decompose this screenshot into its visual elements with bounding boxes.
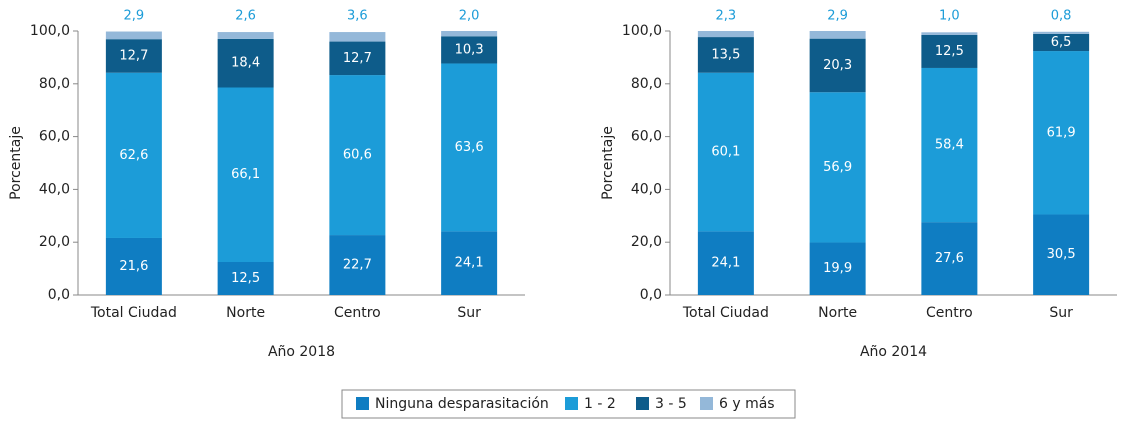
legend-swatch [565, 397, 578, 410]
bar-segment [697, 72, 754, 232]
x-tick-label: Norte [818, 305, 857, 321]
value-label: 12,5 [935, 44, 964, 59]
x-tick-label: Centro [926, 305, 973, 321]
bar-segment [921, 222, 978, 295]
bar-segment [441, 36, 498, 64]
value-label: 60,6 [343, 148, 372, 163]
bar-segment [697, 31, 754, 38]
value-label: 2,3 [716, 9, 737, 24]
legend-label: 1 - 2 [584, 396, 616, 412]
legend-label: 6 y más [719, 396, 775, 412]
value-label: 18,4 [231, 56, 260, 71]
value-label: 2,9 [124, 9, 145, 24]
bar-segment [329, 41, 386, 76]
bar-segment [697, 231, 754, 295]
value-label: 24,1 [711, 256, 740, 271]
y-tick-label: 60,0 [39, 129, 70, 145]
value-label: 12,7 [343, 51, 372, 66]
value-label: 27,6 [935, 251, 964, 266]
legend-swatch [700, 397, 713, 410]
legend-swatch [636, 397, 649, 410]
bar-segment [329, 32, 386, 42]
value-label: 61,9 [1047, 125, 1076, 140]
bar-segment [809, 92, 866, 243]
y-tick-label: 100,0 [622, 23, 662, 39]
y-tick-label: 0,0 [640, 287, 662, 303]
value-label: 30,5 [1047, 247, 1076, 262]
legend-label: Ninguna desparasitación [375, 396, 549, 412]
y-tick-label: 60,0 [631, 129, 662, 145]
x-tick-label: Total Ciudad [90, 305, 177, 321]
bar-segment [217, 32, 274, 39]
x-tick-label: Centro [334, 305, 381, 321]
bar-segment [441, 31, 498, 37]
value-label: 20,3 [823, 58, 852, 73]
bar-segment [217, 38, 274, 88]
bar-segment [1033, 51, 1090, 215]
value-label: 12,5 [231, 271, 260, 286]
bar-segment [105, 31, 162, 40]
bar-segment [1033, 31, 1090, 34]
legend-box [341, 389, 796, 419]
bar-segment [809, 31, 866, 39]
value-label: 0,8 [1051, 9, 1072, 24]
legend-swatch [356, 397, 369, 410]
value-label: 21,6 [119, 259, 148, 274]
value-label: 62,6 [119, 148, 148, 163]
y-tick-label: 0,0 [48, 287, 70, 303]
y-tick-label: 100,0 [30, 23, 70, 39]
y-tick-label: 20,0 [631, 234, 662, 250]
x-tick-label: Sur [1049, 305, 1073, 321]
bar-segment [105, 237, 162, 295]
bar-segment [809, 242, 866, 295]
bar-segment [1033, 33, 1090, 52]
bar-segment [921, 32, 978, 35]
y-axis-label: Porcentaje [600, 126, 616, 200]
value-label: 2,9 [827, 9, 848, 24]
y-tick-label: 20,0 [39, 234, 70, 250]
bar-segment [1033, 214, 1090, 295]
bar-segment [809, 38, 866, 93]
value-label: 12,7 [119, 48, 148, 63]
bar-segment [217, 87, 274, 262]
value-label: 56,9 [823, 160, 852, 175]
y-tick-label: 40,0 [39, 181, 70, 197]
bar-segment [441, 231, 498, 295]
value-label: 2,0 [459, 9, 480, 24]
value-label: 2,6 [235, 9, 256, 24]
y-tick-label: 80,0 [631, 76, 662, 92]
value-label: 10,3 [455, 42, 484, 57]
bar-segment [217, 262, 274, 295]
value-label: 1,0 [939, 9, 960, 24]
y-axis-label: Porcentaje [8, 126, 24, 200]
y-tick-label: 40,0 [631, 181, 662, 197]
bar-segment [329, 75, 386, 236]
value-label: 19,9 [823, 261, 852, 276]
value-label: 60,1 [711, 145, 740, 160]
y-tick-label: 80,0 [39, 76, 70, 92]
bar-segment [697, 37, 754, 73]
value-label: 22,7 [343, 258, 372, 273]
x-axis-label: Año 2014 [860, 344, 927, 360]
x-tick-label: Sur [457, 305, 481, 321]
bar-segment [105, 39, 162, 73]
x-axis-label: Año 2018 [268, 344, 335, 360]
x-tick-label: Norte [226, 305, 265, 321]
value-label: 24,1 [455, 256, 484, 271]
bar-segment [441, 63, 498, 232]
x-tick-label: Total Ciudad [682, 305, 769, 321]
value-label: 3,6 [347, 9, 368, 24]
bar-segment [921, 34, 978, 68]
legend-label: 3 - 5 [655, 396, 687, 412]
value-label: 63,6 [455, 140, 484, 155]
value-label: 58,4 [935, 138, 964, 153]
value-label: 66,1 [231, 167, 260, 182]
bar-segment [329, 235, 386, 295]
bar-segment [105, 72, 162, 238]
value-label: 6,5 [1051, 35, 1072, 50]
bar-segment [921, 67, 978, 223]
value-label: 13,5 [711, 47, 740, 62]
